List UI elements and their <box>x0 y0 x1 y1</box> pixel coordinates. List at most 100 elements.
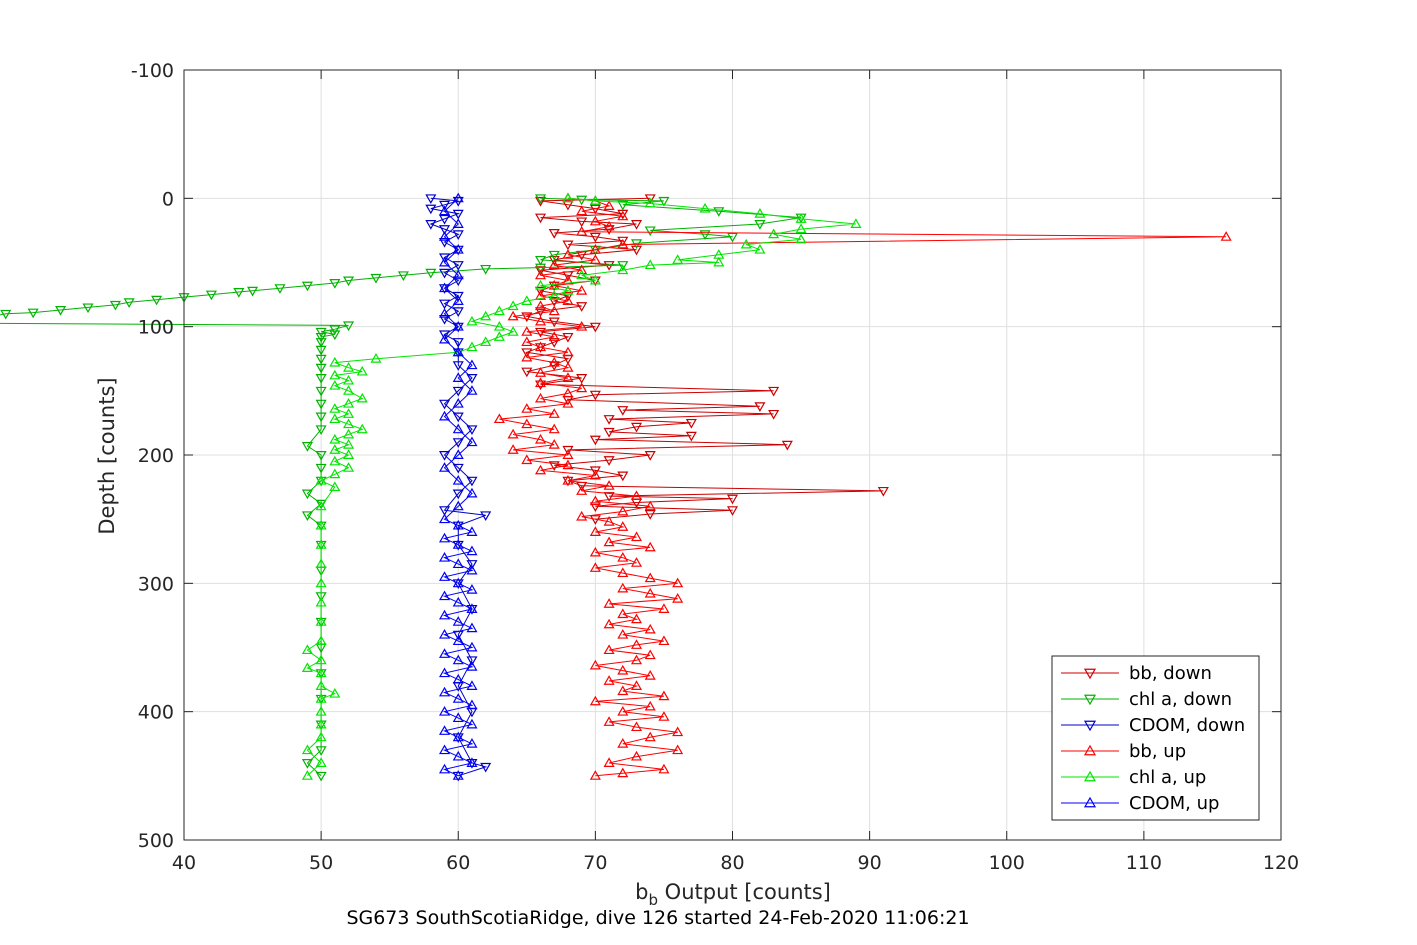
data-point <box>466 341 478 352</box>
data-point <box>315 399 327 410</box>
data-point <box>329 481 341 492</box>
data-point <box>452 616 464 626</box>
data-point <box>658 711 670 721</box>
data-point <box>452 463 464 474</box>
data-point <box>548 331 560 341</box>
data-point <box>343 462 355 472</box>
dive-caption: SG673 SouthScotiaRidge, dive 126 started… <box>346 907 969 929</box>
data-point <box>521 351 533 362</box>
data-point <box>315 474 327 485</box>
data-point <box>452 307 464 317</box>
data-point <box>699 230 711 240</box>
data-point <box>521 454 533 465</box>
data-point <box>439 648 451 658</box>
data-point <box>617 767 629 778</box>
data-point <box>466 545 478 556</box>
data-point <box>534 266 547 276</box>
data-point <box>480 310 492 321</box>
data-point <box>439 333 451 344</box>
data-point <box>329 379 341 390</box>
data-point <box>452 320 464 331</box>
data-point <box>644 572 656 583</box>
data-point <box>466 641 478 652</box>
data-point <box>630 680 643 690</box>
data-point <box>452 386 464 397</box>
data-point <box>425 220 437 230</box>
data-point <box>452 539 464 549</box>
data-point <box>534 315 547 326</box>
data-point <box>452 361 464 371</box>
data-point <box>521 295 533 305</box>
data-point <box>562 240 574 251</box>
data-point <box>452 731 464 742</box>
y-tick-label: 500 <box>138 830 174 852</box>
data-point <box>630 639 643 649</box>
data-point <box>603 675 615 685</box>
y-tick-label: 0 <box>162 188 174 210</box>
data-point <box>452 412 464 423</box>
data-point <box>630 750 643 761</box>
data-point <box>315 616 327 626</box>
data-point <box>534 307 547 317</box>
data-point <box>82 303 94 314</box>
series-line <box>524 197 884 520</box>
data-point <box>329 455 341 466</box>
data-point <box>439 763 451 774</box>
series-cdom-up <box>439 192 478 780</box>
data-point <box>521 367 533 378</box>
data-point <box>439 705 451 716</box>
data-point <box>562 332 574 343</box>
data-point <box>329 279 341 289</box>
data-point <box>452 291 464 302</box>
data-point <box>589 274 601 285</box>
data-point <box>439 205 451 216</box>
data-point <box>452 261 464 271</box>
data-point <box>439 200 451 211</box>
data-point <box>562 274 574 285</box>
data-point <box>466 359 478 370</box>
legend-marker <box>1083 770 1097 782</box>
data-point <box>713 256 725 267</box>
data-point <box>343 428 355 439</box>
data-point <box>315 731 327 742</box>
data-point <box>109 300 121 311</box>
data-point <box>247 286 259 297</box>
data-point <box>452 635 464 646</box>
data-point <box>534 341 547 352</box>
data-point <box>329 433 341 444</box>
data-point <box>850 218 862 228</box>
x-axis-label-rest: Output [counts] <box>658 880 831 904</box>
data-point <box>617 664 629 675</box>
data-point <box>466 385 478 395</box>
data-point <box>343 397 355 408</box>
data-point <box>493 305 505 316</box>
data-point <box>301 442 313 452</box>
legend-marker <box>1083 720 1097 732</box>
x-tick-label: 70 <box>583 852 607 874</box>
data-point <box>343 449 355 459</box>
data-point <box>534 380 547 391</box>
data-point <box>521 418 533 429</box>
data-point <box>768 228 780 239</box>
series-line <box>499 197 1227 777</box>
data-point <box>603 536 615 547</box>
data-point <box>452 192 464 203</box>
data-point <box>534 213 547 224</box>
data-point <box>644 500 656 511</box>
data-point <box>315 680 327 690</box>
data-point <box>617 261 629 271</box>
data-point <box>534 255 547 266</box>
data-point <box>439 686 451 697</box>
data-point <box>658 196 670 207</box>
data-point <box>315 577 327 588</box>
data-point <box>589 495 601 506</box>
data-point <box>548 229 560 239</box>
data-point <box>452 218 464 228</box>
data-point <box>562 445 574 456</box>
data-point <box>315 705 327 716</box>
data-point <box>617 582 629 593</box>
data-point <box>466 315 478 326</box>
data-point <box>617 608 629 619</box>
data-point <box>439 268 451 279</box>
data-point <box>315 374 327 384</box>
